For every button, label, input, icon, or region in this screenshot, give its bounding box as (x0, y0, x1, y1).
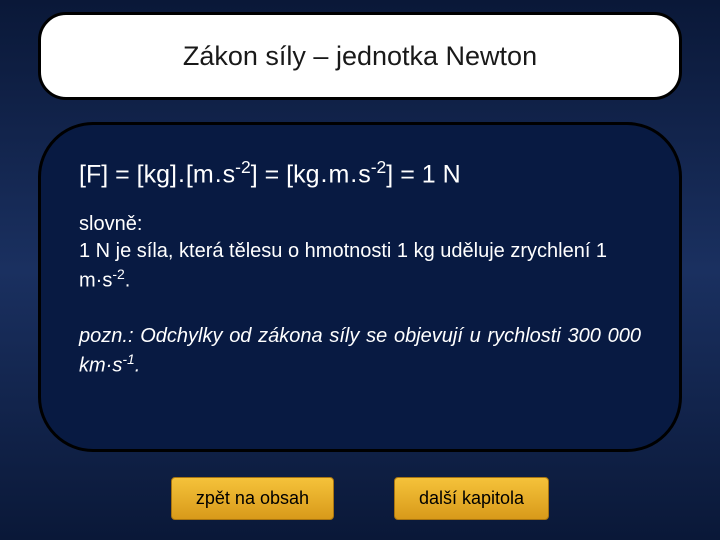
formula-text: s (358, 160, 371, 188)
dot-icon: . (349, 160, 358, 188)
formula-exponent: -2 (371, 157, 387, 177)
desc-label: slovně: (79, 213, 142, 235)
formula-text: m (328, 160, 349, 188)
dot-icon: . (177, 160, 186, 188)
desc-text: 1 N je síla, která tělesu o hmotnosti 1 … (79, 240, 607, 292)
formula-text: [F] = [kg] (79, 160, 177, 188)
back-button[interactable]: zpět na obsah (171, 477, 334, 520)
formula-text: s (223, 160, 236, 188)
title-panel: Zákon síly – jednotka Newton (38, 12, 682, 100)
formula-exponent: -2 (235, 157, 251, 177)
formula-text: N (443, 160, 461, 188)
note-label: pozn. (79, 325, 128, 347)
nav-button-row: zpět na obsah další kapitola (0, 477, 720, 520)
dot-icon: . (214, 160, 223, 188)
desc-exponent: -2 (112, 266, 124, 282)
page-title: Zákon síly – jednotka Newton (183, 41, 537, 72)
next-button[interactable]: další kapitola (394, 477, 549, 520)
formula-line: [F] = [kg].[m.s-2] = [kg.m.s-2] = 1 N (79, 157, 641, 189)
content-panel: [F] = [kg].[m.s-2] = [kg.m.s-2] = 1 N sl… (38, 122, 682, 452)
formula-text: ] = [kg (251, 160, 320, 188)
note-text: . (135, 355, 141, 377)
description-block: slovně: 1 N je síla, která tělesu o hmot… (79, 211, 641, 295)
note-exponent: -1 (122, 351, 134, 367)
desc-text: . (125, 270, 131, 292)
note-text: s (112, 355, 122, 377)
note-text: : Odchylky od zákona síly se objevují u … (79, 325, 641, 377)
desc-text: s (102, 270, 112, 292)
formula-text: ] = 1 (386, 160, 435, 188)
formula-text: [m (186, 160, 214, 188)
note-block: pozn.: Odchylky od zákona síly se objevu… (79, 323, 641, 380)
